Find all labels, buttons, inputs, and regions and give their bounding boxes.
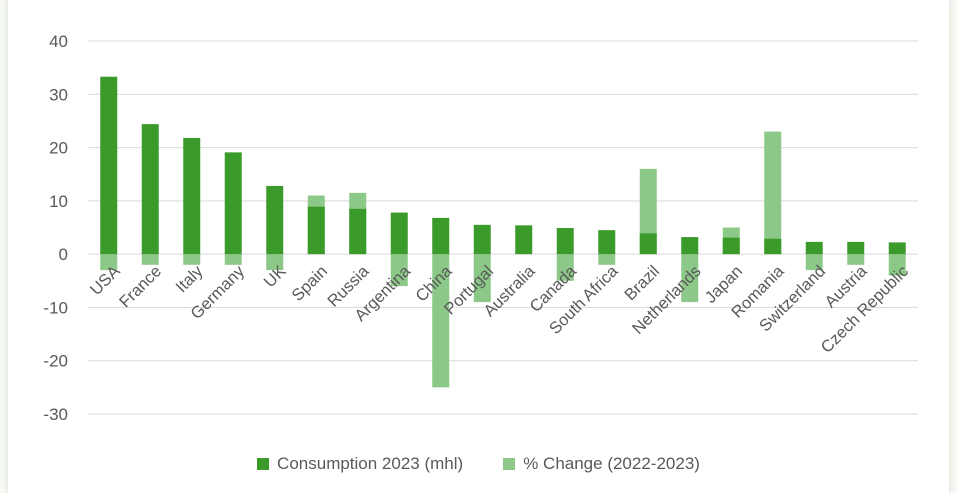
bar-change [681, 254, 699, 303]
legend-swatch-change [503, 458, 516, 470]
bar-consumption [805, 241, 823, 255]
legend-label-change: % Change (2022-2023) [523, 454, 700, 473]
y-tick-label: 40 [49, 32, 68, 51]
y-axis-tick-labels: 40 30 20 10 0 -10 -20 -30 [43, 32, 68, 424]
bar-consumption [432, 217, 450, 255]
bar-change [888, 254, 906, 276]
y-tick-label: -30 [43, 405, 68, 424]
legend-swatch-consumption [257, 458, 270, 470]
bar-consumption [266, 185, 284, 255]
bar-consumption [722, 237, 740, 255]
bar-consumption [556, 228, 574, 255]
bar-change [805, 254, 823, 271]
bar-change [598, 254, 616, 265]
bar-change [639, 168, 657, 255]
chart-frame: 40 30 20 10 0 -10 -20 -30 USA France Italy Germany… [8, 0, 949, 493]
bar-consumption [390, 212, 408, 255]
category-label: UK [261, 262, 290, 291]
bar-change [266, 254, 284, 271]
category-label: Italy [172, 262, 207, 297]
bar-consumption [473, 224, 491, 255]
bar-change [764, 131, 782, 255]
bar-consumption [515, 225, 533, 255]
bar-consumption [183, 137, 201, 255]
gridlines [88, 40, 918, 415]
legend-label-consumption: Consumption 2023 (mhl) [277, 454, 464, 473]
bar-consumption [307, 206, 325, 255]
bar-change [556, 254, 574, 281]
bar-consumption [847, 241, 865, 255]
bar-change [847, 254, 865, 265]
bars [100, 76, 906, 388]
legend-item-consumption[interactable]: Consumption 2023 (mhl) [257, 454, 463, 474]
y-tick-label: 30 [49, 85, 68, 104]
category-label: France [116, 262, 165, 311]
y-tick-label: -20 [43, 352, 68, 371]
bar-change [100, 254, 118, 271]
bar-consumption [349, 208, 367, 255]
bar-consumption [224, 152, 242, 255]
bar-consumption [598, 230, 616, 255]
bar-consumption [639, 233, 657, 255]
category-label: USA [87, 262, 124, 299]
bar-change [224, 254, 242, 265]
bar-consumption [681, 237, 699, 255]
y-tick-label: -10 [43, 298, 68, 317]
bar-change [473, 254, 491, 303]
legend: Consumption 2023 (mhl) % Change (2022-20… [8, 450, 949, 478]
legend-item-change[interactable]: % Change (2022-2023) [503, 454, 700, 474]
bar-change [141, 254, 159, 265]
y-tick-label: 10 [49, 192, 68, 211]
bar-consumption [100, 76, 118, 255]
bar-change [432, 254, 450, 388]
y-tick-label: 0 [59, 245, 68, 264]
bar-consumption [141, 124, 159, 255]
bar-change [390, 254, 408, 287]
bar-change [183, 254, 201, 265]
bar-consumption [764, 238, 782, 255]
y-tick-label: 20 [49, 139, 68, 158]
bar-consumption [888, 242, 906, 255]
